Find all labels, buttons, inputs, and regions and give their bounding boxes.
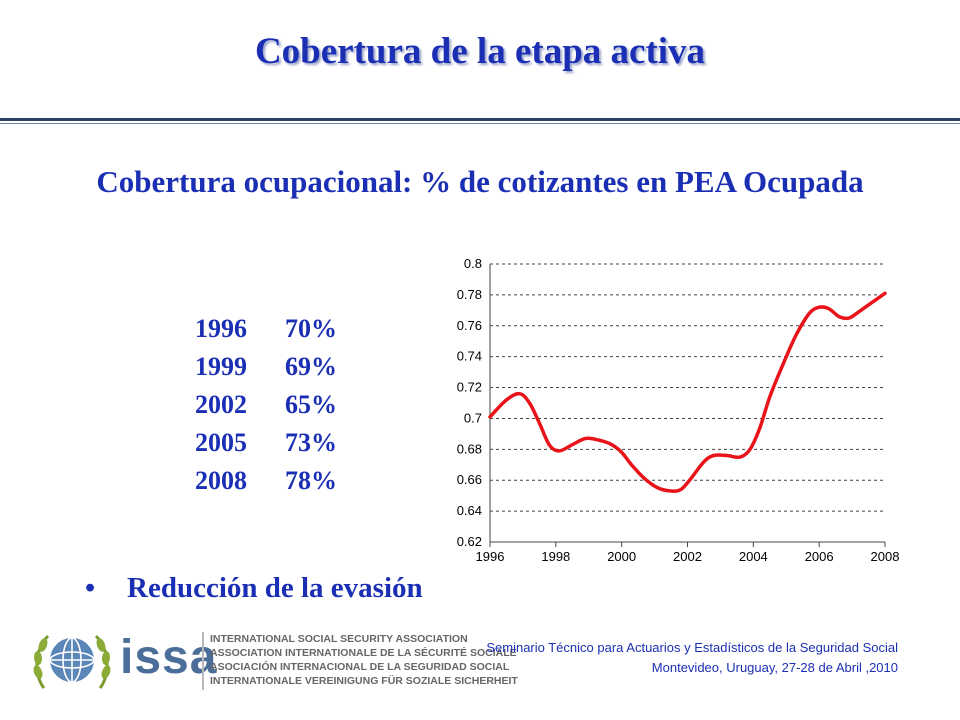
bullet-dot-icon: • (85, 572, 96, 604)
slide-subtitle: Cobertura ocupacional: % de cotizantes e… (96, 164, 864, 199)
y-tick-label: 0.68 (457, 441, 482, 456)
x-tick-label: 2004 (739, 549, 768, 564)
y-tick-label: 0.66 (457, 472, 482, 487)
table-pct: 78% (285, 466, 337, 495)
issa-names: INTERNATIONAL SOCIAL SECURITY ASSOCIATIO… (210, 632, 518, 688)
table-pct: 65% (285, 390, 337, 419)
y-tick-label: 0.74 (457, 349, 482, 364)
x-tick-label: 2002 (673, 549, 702, 564)
y-tick-label: 0.72 (457, 380, 482, 395)
bullet-item: • Reducción de la evasión (85, 572, 423, 605)
event-line-2: Montevideo, Uruguay, 27-28 de Abril ,201… (651, 660, 898, 675)
issa-name-fr: ASSOCIATION INTERNATIONALE DE LA SÉCURIT… (210, 647, 517, 659)
table-row: 2005 73% (195, 424, 337, 462)
table-pct: 69% (285, 352, 337, 381)
x-tick-label: 1998 (541, 549, 570, 564)
bullet-text: Reducción de la evasión (127, 572, 423, 604)
coverage-line-chart: 0.62 0.64 0.66 0.68 0.7 0.72 0.74 0.76 0.78 0.8 19… (457, 256, 900, 564)
table-year: 2008 (195, 466, 247, 495)
table-pct: 73% (285, 428, 337, 457)
y-tick-label: 0.64 (457, 503, 482, 518)
coverage-table: 1996 70% 1999 69% 2002 65% 2005 73% 2008 78% (195, 310, 337, 500)
globe-laurel-icon (33, 634, 111, 689)
title-divider-thin (0, 123, 960, 124)
event-line-1: Seminario Técnico para Actuarios y Estad… (486, 640, 898, 655)
issa-name-en: INTERNATIONAL SOCIAL SECURITY ASSOCIATIO… (210, 633, 468, 645)
table-row: 1996 70% (195, 310, 337, 348)
table-row: 1999 69% (195, 348, 337, 386)
title-divider (0, 118, 960, 121)
event-info: Seminario Técnico para Actuarios y Estad… (486, 638, 898, 678)
x-tick-label: 2008 (871, 549, 900, 564)
issa-name-es: ASOCIACIÓN INTERNACIONAL DE LA SEGURIDAD… (210, 661, 510, 673)
table-year: 1996 (195, 314, 247, 343)
x-tick-label: 2000 (607, 549, 636, 564)
y-tick-label: 0.8 (464, 256, 482, 271)
y-tick-label: 0.7 (464, 410, 482, 425)
table-year: 1999 (195, 352, 247, 381)
table-pct: 70% (285, 314, 337, 343)
issa-wordmark: issa (120, 631, 218, 684)
table-year: 2002 (195, 390, 247, 419)
issa-name-de: INTERNATIONALE VEREINIGUNG FÜR SOZIALE S… (210, 675, 518, 687)
issa-logo: issa INTERNATIONAL SOCIAL SECURITY ASSOC… (30, 628, 518, 696)
y-tick-label: 0.76 (457, 318, 482, 333)
slide-title: Cobertura de la etapa activa (254, 31, 706, 72)
x-tick-label: 1996 (476, 549, 505, 564)
y-tick-label: 0.62 (457, 534, 482, 549)
y-tick-label: 0.78 (457, 287, 482, 302)
table-row: 2002 65% (195, 386, 337, 424)
series-line (488, 291, 887, 493)
table-row: 2008 78% (195, 462, 337, 500)
x-tick-label: 2006 (805, 549, 834, 564)
table-year: 2005 (195, 428, 247, 457)
logo-divider (202, 632, 204, 690)
